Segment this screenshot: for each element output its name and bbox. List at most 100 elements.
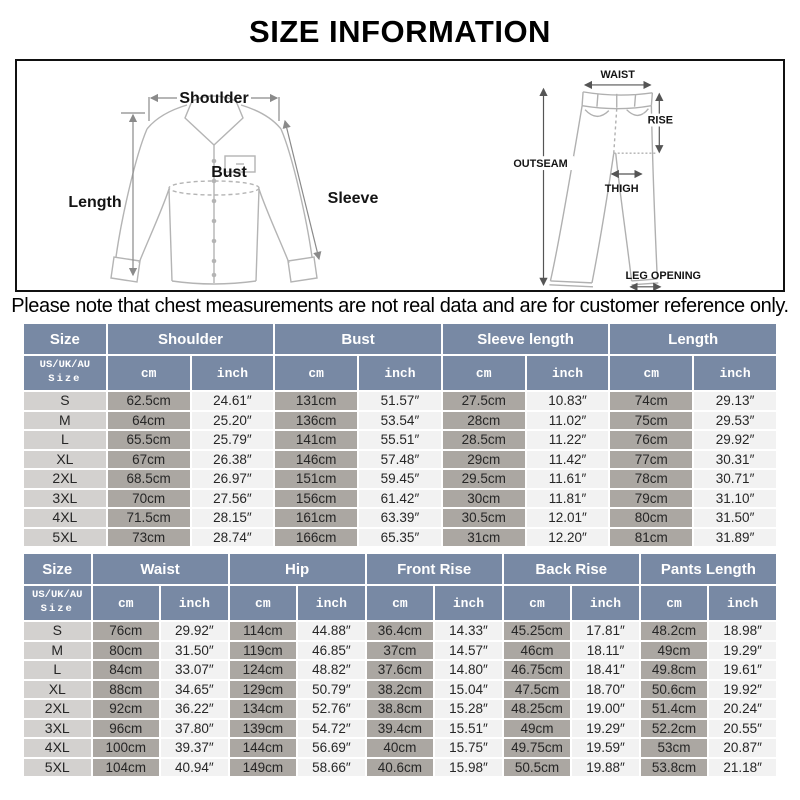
value-cell: 33.07″ [161, 661, 228, 679]
value-cell: 70cm [107, 489, 190, 508]
value-cell: 30cm [442, 489, 525, 508]
pants-rise-label: RISE [648, 115, 673, 127]
value-cell: 136cm [275, 411, 358, 430]
pants-waist-label: WAIST [601, 69, 636, 81]
value-cell: 20.24″ [709, 700, 776, 718]
value-cell: 28.74″ [191, 528, 274, 547]
measurement-diagram-box: Shoulder Length Bust Sleeve [15, 59, 785, 293]
group-header: Pants Length [640, 554, 776, 585]
table-row: M 80cm 31.50″ 119cm 46.85″ 37cm 14.57″ 46cm 18.1… [24, 641, 776, 660]
group-header: Front Rise [366, 554, 502, 585]
value-cell: 73cm [107, 528, 190, 547]
value-cell: 92cm [92, 700, 160, 718]
value-cell: 28.15″ [191, 509, 274, 527]
table-row: XL 67cm 26.38″ 146cm 57.48″ 29cm 11.42″ 77cm 30.… [24, 450, 776, 469]
value-cell: 156cm [275, 489, 358, 508]
value-cell: 27.5cm [442, 392, 525, 410]
pants-outseam-label: OUTSEAM [513, 158, 567, 170]
shirt-measure-arrows [121, 93, 322, 277]
value-cell: 49cm [503, 719, 571, 738]
value-cell: 30.31″ [694, 450, 776, 469]
cm-unit-header: cm [610, 356, 693, 391]
value-cell: 46cm [503, 641, 571, 660]
value-cell: 12.20″ [526, 528, 609, 547]
shirt-size-table: Size Shoulder Bust Sleeve length Length US/UK… [22, 322, 778, 548]
cm-unit-header: cm [229, 586, 297, 621]
value-cell: 15.04″ [435, 680, 502, 699]
size-cell: 4XL [24, 509, 106, 527]
inch-unit-header: inch [191, 356, 274, 391]
value-cell: 34.65″ [161, 680, 228, 699]
value-cell: 47.5cm [503, 680, 571, 699]
value-cell: 75cm [610, 411, 693, 430]
value-cell: 74cm [610, 392, 693, 410]
value-cell: 21.18″ [709, 758, 776, 777]
value-cell: 52.76″ [298, 700, 365, 718]
size-cell: XL [24, 680, 91, 699]
value-cell: 26.97″ [191, 470, 274, 488]
value-cell: 50.6cm [640, 680, 708, 699]
group-header: Length [610, 324, 776, 355]
value-cell: 19.29″ [709, 641, 776, 660]
size-cell: 3XL [24, 719, 91, 738]
value-cell: 161cm [275, 509, 358, 527]
table-row: L 65.5cm 25.79″ 141cm 55.51″ 28.5cm 11.22″ 76cm… [24, 431, 776, 449]
size-cell: M [24, 641, 91, 660]
page-title: SIZE INFORMATION [249, 14, 551, 49]
value-cell: 151cm [275, 470, 358, 488]
value-cell: 84cm [92, 661, 160, 679]
value-cell: 15.75″ [435, 739, 502, 757]
value-cell: 55.51″ [359, 431, 441, 449]
size-cell: 2XL [24, 470, 106, 488]
value-cell: 52.2cm [640, 719, 708, 738]
table-row: S 62.5cm 24.61″ 131cm 51.57″ 27.5cm 10.83″ 74cm… [24, 392, 776, 410]
pants-outline [549, 91, 659, 288]
value-cell: 31.50″ [161, 641, 228, 660]
table-row: M 64cm 25.20″ 136cm 53.54″ 28cm 11.02″ 75cm 29.5… [24, 411, 776, 430]
group-header: Back Rise [503, 554, 639, 585]
value-cell: 49.75cm [503, 739, 571, 757]
table-row: 5XL 73cm 28.74″ 166cm 65.35″ 31cm 12.20″ 81cm 31… [24, 528, 776, 547]
size-cell: L [24, 431, 106, 449]
value-cell: 29.53″ [694, 411, 776, 430]
value-cell: 46.75cm [503, 661, 571, 679]
size-subheader-word: Size [40, 603, 74, 616]
value-cell: 166cm [275, 528, 358, 547]
value-cell: 30.5cm [442, 509, 525, 527]
size-cell: 5XL [24, 758, 91, 777]
value-cell: 139cm [229, 719, 297, 738]
value-cell: 76cm [610, 431, 693, 449]
value-cell: 40.94″ [161, 758, 228, 777]
value-cell: 80cm [610, 509, 693, 527]
value-cell: 38.2cm [366, 680, 434, 699]
value-cell: 39.4cm [366, 719, 434, 738]
table-row: XL 88cm 34.65″ 129cm 50.79″ 38.2cm 15.04″ 47.5c… [24, 680, 776, 699]
value-cell: 141cm [275, 431, 358, 449]
group-header: Waist [92, 554, 228, 585]
value-cell: 37.80″ [161, 719, 228, 738]
table-row: US/UK/AU Size cm inch cm inch cm inch cm inch [24, 356, 776, 391]
value-cell: 15.51″ [435, 719, 502, 738]
value-cell: 48.25cm [503, 700, 571, 718]
value-cell: 37cm [366, 641, 434, 660]
value-cell: 45.25cm [503, 622, 571, 640]
value-cell: 48.82″ [298, 661, 365, 679]
value-cell: 59.45″ [359, 470, 441, 488]
table-row: 2XL 92cm 36.22″ 134cm 52.76″ 38.8cm 15.28″ 48.2… [24, 700, 776, 718]
value-cell: 18.41″ [572, 661, 639, 679]
value-cell: 81cm [610, 528, 693, 547]
value-cell: 51.57″ [359, 392, 441, 410]
pants-size-table: Size Waist Hip Front Rise Back Rise Pants Len… [22, 552, 778, 778]
value-cell: 17.81″ [572, 622, 639, 640]
table-row: S 76cm 29.92″ 114cm 44.88″ 36.4cm 14.33″ 45.25c… [24, 622, 776, 640]
value-cell: 62.5cm [107, 392, 190, 410]
value-cell: 124cm [229, 661, 297, 679]
value-cell: 63.39″ [359, 509, 441, 527]
table-row: Size Waist Hip Front Rise Back Rise Pants Len… [24, 554, 776, 585]
reference-note: Please note that chest measurements are … [11, 295, 789, 318]
value-cell: 31cm [442, 528, 525, 547]
value-cell: 65.35″ [359, 528, 441, 547]
value-cell: 11.22″ [526, 431, 609, 449]
value-cell: 61.42″ [359, 489, 441, 508]
value-cell: 29.92″ [161, 622, 228, 640]
